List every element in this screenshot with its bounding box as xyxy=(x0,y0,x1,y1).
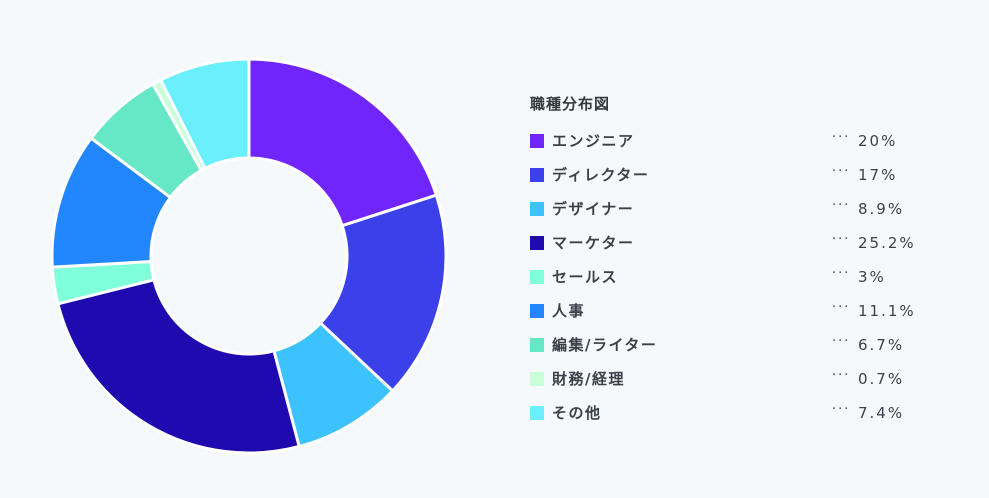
pie-slice-1[interactable] xyxy=(318,193,448,393)
legend-swatch xyxy=(530,406,544,420)
chart-title: 職種分布図 xyxy=(530,95,611,113)
legend-item[interactable]: その他 ··· 7.4% xyxy=(530,402,930,437)
legend-label: ディレクター xyxy=(552,166,650,184)
legend-label: 財務/経理 xyxy=(552,370,625,388)
legend-value: 8.9% xyxy=(858,200,905,218)
legend-item[interactable]: ディレクター ··· 17% xyxy=(530,164,930,199)
legend-separator: ··· xyxy=(832,300,851,315)
legend-value: 11.1% xyxy=(858,302,916,320)
legend-swatch xyxy=(530,304,544,318)
legend-item[interactable]: 財務/経理 ··· 0.7% xyxy=(530,368,930,403)
legend-swatch xyxy=(530,134,544,148)
legend-label: セールス xyxy=(552,268,619,286)
legend-label: 編集/ライター xyxy=(552,336,658,354)
legend-separator: ··· xyxy=(832,368,851,383)
legend-item[interactable]: エンジニア ··· 20% xyxy=(530,130,930,165)
legend-value: 25.2% xyxy=(858,234,916,252)
legend-label: その他 xyxy=(552,404,602,422)
legend-swatch xyxy=(530,338,544,352)
legend-item[interactable]: 人事 ··· 11.1% xyxy=(530,300,930,335)
pie-slice-3[interactable] xyxy=(56,278,301,455)
chart-legend: 職種分布図 エンジニア ··· 20% ディレクター ··· 17% デザイナー ··· 8.9… xyxy=(530,92,930,437)
legend-list: エンジニア ··· 20% ディレクター ··· 17% デザイナー ··· 8.9% マーケター… xyxy=(530,130,930,437)
legend-value: 17% xyxy=(858,166,898,184)
legend-swatch xyxy=(530,168,544,182)
legend-value: 6.7% xyxy=(858,336,905,354)
legend-label: マーケター xyxy=(552,234,635,252)
legend-item[interactable]: 編集/ライター ··· 6.7% xyxy=(530,334,930,369)
legend-value: 0.7% xyxy=(858,370,905,388)
legend-separator: ··· xyxy=(832,232,851,247)
legend-item[interactable]: セールス ··· 3% xyxy=(530,266,930,301)
legend-label: デザイナー xyxy=(552,200,635,218)
legend-value: 3% xyxy=(858,268,886,286)
legend-separator: ··· xyxy=(832,402,851,417)
donut-chart xyxy=(50,57,448,455)
legend-separator: ··· xyxy=(832,164,851,179)
legend-label: 人事 xyxy=(552,302,586,320)
legend-item[interactable]: マーケター ··· 25.2% xyxy=(530,232,930,267)
legend-swatch xyxy=(530,270,544,284)
legend-item[interactable]: デザイナー ··· 8.9% xyxy=(530,198,930,233)
legend-swatch xyxy=(530,372,544,386)
pie-slice-0[interactable] xyxy=(247,57,438,228)
legend-separator: ··· xyxy=(832,266,851,281)
legend-value: 7.4% xyxy=(858,404,905,422)
legend-label: エンジニア xyxy=(552,132,635,150)
legend-swatch xyxy=(530,202,544,216)
legend-swatch xyxy=(530,236,544,250)
legend-separator: ··· xyxy=(832,198,851,213)
legend-separator: ··· xyxy=(832,334,851,349)
pie-slice-8[interactable] xyxy=(159,57,251,170)
legend-value: 20% xyxy=(858,132,898,150)
legend-separator: ··· xyxy=(832,130,851,145)
